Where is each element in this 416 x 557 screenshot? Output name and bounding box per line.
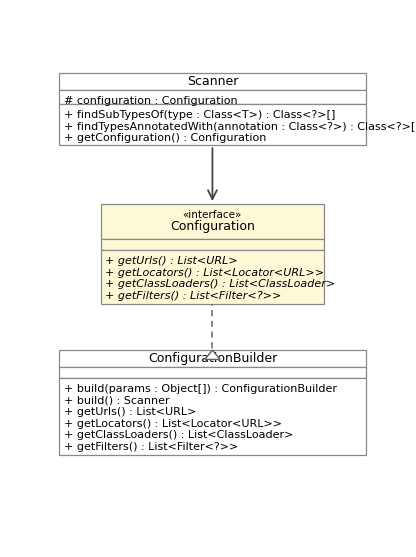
Bar — [59, 378, 366, 455]
Text: «interface»: «interface» — [183, 211, 242, 221]
Text: ConfigurationBuilder: ConfigurationBuilder — [148, 352, 277, 365]
Text: + build() : Scanner: + build() : Scanner — [64, 395, 169, 405]
Polygon shape — [205, 350, 220, 359]
Text: + findTypesAnnotatedWith(annotation : Class<?>) : Class<?>[]: + findTypesAnnotatedWith(annotation : Cl… — [64, 121, 416, 131]
Text: Configuration: Configuration — [170, 219, 255, 233]
Text: + getLocators() : List<Locator<URL>>: + getLocators() : List<Locator<URL>> — [105, 268, 324, 278]
Text: Scanner: Scanner — [187, 75, 238, 88]
Bar — [101, 240, 324, 250]
Bar — [59, 104, 366, 145]
Bar — [101, 250, 324, 304]
Bar — [101, 204, 324, 240]
Text: + getUrls() : List<URL>: + getUrls() : List<URL> — [105, 256, 238, 266]
Bar — [59, 367, 366, 378]
Text: + getClassLoaders() : List<ClassLoader>: + getClassLoaders() : List<ClassLoader> — [105, 280, 336, 289]
Text: + getFilters() : List<Filter<?>>: + getFilters() : List<Filter<?>> — [64, 442, 238, 452]
Text: + getClassLoaders() : List<ClassLoader>: + getClassLoaders() : List<ClassLoader> — [64, 430, 293, 440]
Text: # configuration : Configuration: # configuration : Configuration — [64, 96, 238, 106]
Text: + getUrls() : List<URL>: + getUrls() : List<URL> — [64, 407, 196, 417]
Text: + build(params : Object[]) : ConfigurationBuilder: + build(params : Object[]) : Configurati… — [64, 384, 337, 394]
Text: + findSubTypesOf(type : Class<T>) : Class<?>[]: + findSubTypesOf(type : Class<T>) : Clas… — [64, 110, 335, 120]
Bar — [59, 350, 366, 367]
Bar — [59, 73, 366, 90]
Text: + getFilters() : List<Filter<?>>: + getFilters() : List<Filter<?>> — [105, 291, 282, 301]
Bar — [59, 90, 366, 104]
Text: + getLocators() : List<Locator<URL>>: + getLocators() : List<Locator<URL>> — [64, 419, 282, 429]
Text: + getConfiguration() : Configuration: + getConfiguration() : Configuration — [64, 133, 266, 143]
